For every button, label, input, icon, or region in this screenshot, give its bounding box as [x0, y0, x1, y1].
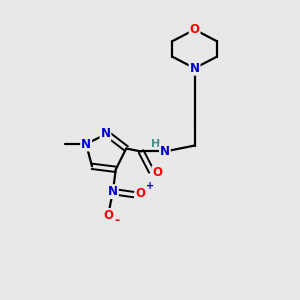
Text: N: N — [190, 62, 200, 75]
Text: O: O — [135, 187, 145, 200]
Text: -: - — [115, 214, 120, 227]
Text: N: N — [160, 145, 170, 158]
Text: O: O — [190, 23, 200, 36]
Text: O: O — [152, 167, 162, 179]
Text: N: N — [100, 127, 110, 140]
Text: N: N — [108, 185, 118, 198]
Text: +: + — [146, 181, 154, 191]
Text: O: O — [103, 209, 113, 222]
Text: H: H — [151, 139, 160, 149]
Text: N: N — [81, 138, 91, 151]
